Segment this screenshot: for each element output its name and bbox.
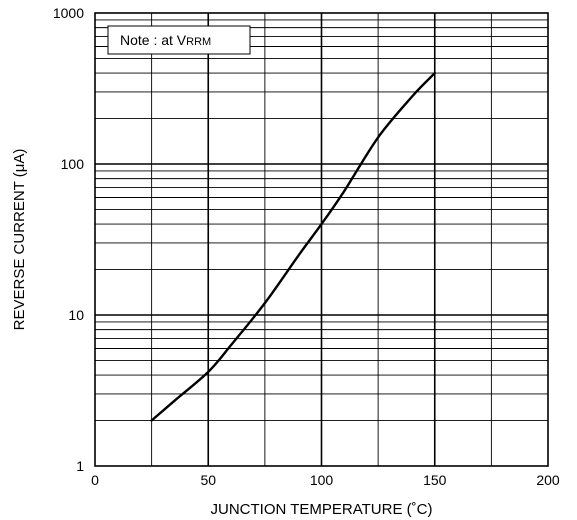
x-tick-label: 0	[91, 472, 99, 488]
grid	[95, 13, 548, 466]
note-prefix: Note : at V	[120, 32, 187, 48]
y-tick-label: 1	[76, 458, 84, 474]
y-tick-label: 10	[68, 307, 84, 323]
x-tick-label: 150	[423, 472, 447, 488]
note-box-frame	[107, 25, 251, 55]
y-axis-title: REVERSE CURRENT (μA)	[11, 149, 28, 331]
plot-frame	[94, 12, 549, 467]
x-axis-title: JUNCTION TEMPERATURE (˚C)	[211, 501, 433, 518]
note-annotation: Note : at VRRM	[107, 25, 251, 55]
note-label: Note : at VRRM	[120, 32, 211, 48]
x-tick-label: 50	[200, 472, 216, 488]
y-tick-label: 100	[61, 156, 85, 172]
reverse-current-curve	[150, 71, 436, 422]
x-tick-label: 100	[310, 472, 334, 488]
note-subscript: RRM	[186, 36, 211, 48]
x-tick-label: 200	[536, 472, 560, 488]
y-tick-label: 1000	[53, 5, 84, 21]
tick-labels: 0 50 100 150 200 1 10 100 1000	[53, 5, 560, 488]
